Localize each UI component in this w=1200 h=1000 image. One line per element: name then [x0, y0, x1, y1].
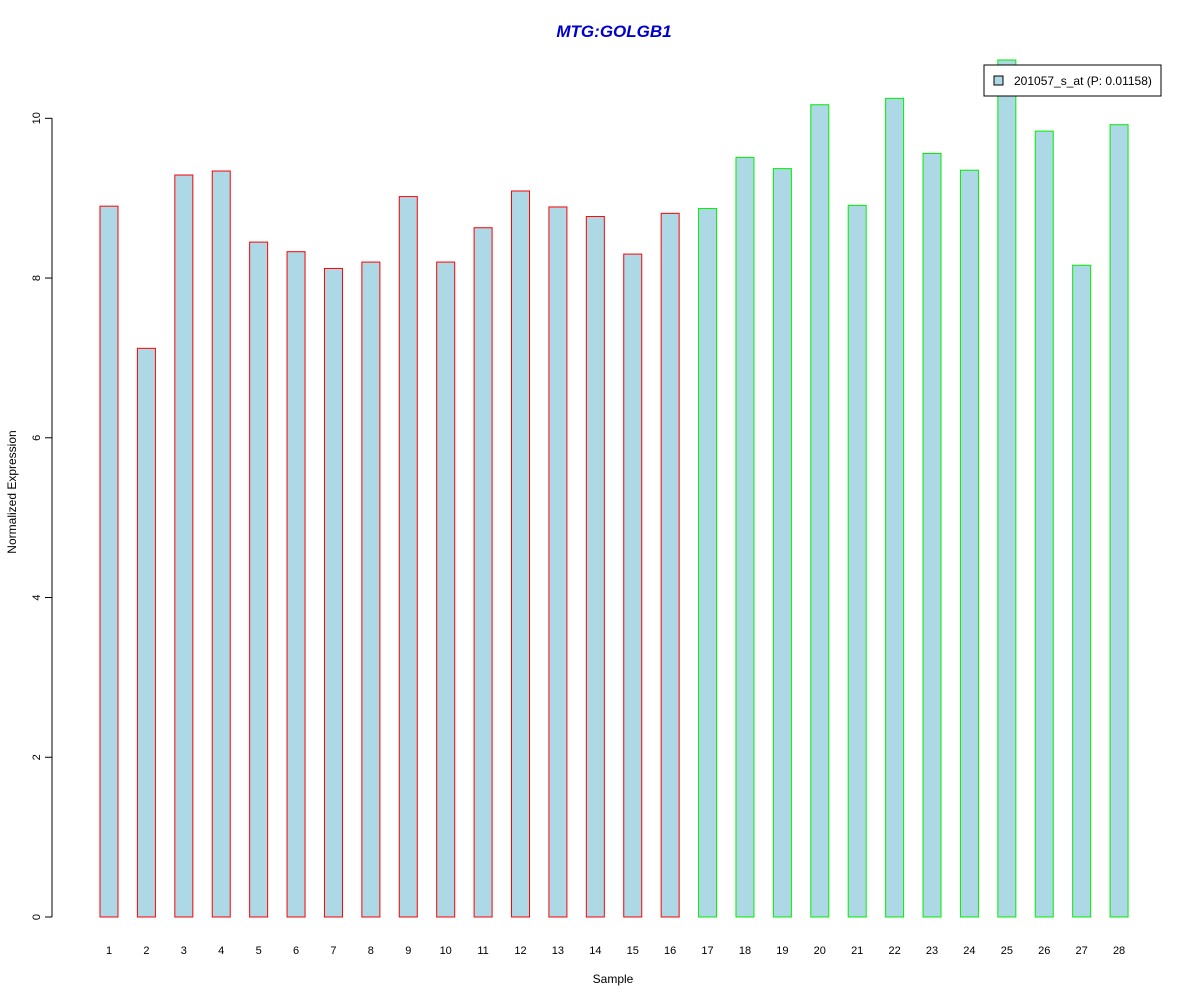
bar: [511, 190, 531, 918]
x-tick-label: 12: [514, 945, 526, 957]
x-axis-label: Sample: [593, 972, 634, 986]
y-tick-label: 4: [31, 594, 43, 600]
legend-label: 201057_s_at (P: 0.01158): [1014, 74, 1152, 88]
x-tick-label: 6: [293, 945, 299, 957]
bars-group: [99, 59, 1129, 918]
bar: [473, 227, 493, 918]
bar: [1072, 264, 1092, 918]
bar: [136, 347, 156, 918]
bar: [548, 206, 568, 918]
x-tick-label: 26: [1038, 945, 1050, 957]
bar: [249, 241, 269, 918]
x-tick-label: 14: [589, 945, 601, 957]
y-axis: 0 2 4 6 8 10: [31, 112, 53, 920]
x-tick-label: 1: [106, 945, 112, 957]
bar: [660, 212, 680, 918]
x-tick-label: 24: [963, 945, 975, 957]
x-tick-label: 28: [1113, 945, 1125, 957]
bar: [847, 204, 867, 918]
y-tick-label: 0: [31, 914, 43, 920]
legend-swatch: [993, 75, 1004, 86]
x-tick-label: 25: [1001, 945, 1013, 957]
bar: [436, 261, 456, 918]
bar: [1034, 130, 1054, 918]
x-tick-label: 22: [888, 945, 900, 957]
x-tick-label: 20: [814, 945, 826, 957]
x-tick-label: 7: [330, 945, 336, 957]
bar: [922, 152, 942, 918]
x-tick-label: 21: [851, 945, 863, 957]
bar: [323, 267, 343, 918]
y-tick-label: 2: [31, 754, 43, 760]
bar: [585, 216, 605, 918]
x-tick-label: 16: [664, 945, 676, 957]
x-tick-label: 23: [926, 945, 938, 957]
x-tick-labels: 1 2 3 4 5 6 7 8 9 10 11 12 13 14 15 16 17 18 19 20 21 22 23 24 2…: [106, 945, 1125, 957]
x-tick-label: 19: [776, 945, 788, 957]
bar: [997, 59, 1017, 918]
y-tick-label: 8: [31, 275, 43, 281]
y-tick-label: 6: [31, 435, 43, 441]
bar: [99, 205, 119, 918]
bar: [623, 253, 643, 918]
x-tick-label: 11: [477, 945, 488, 957]
y-tick-label: 10: [31, 112, 43, 124]
x-tick-label: 13: [552, 945, 564, 957]
x-tick-label: 27: [1076, 945, 1088, 957]
legend-box: [983, 64, 1162, 97]
legend: 201057_s_at (P: 0.01158): [983, 64, 1162, 97]
bar: [174, 174, 194, 918]
bar: [698, 208, 718, 918]
bar: [211, 170, 231, 918]
bar: [885, 97, 905, 918]
bar: [1109, 124, 1129, 918]
x-tick-label: 4: [218, 945, 224, 957]
y-axis-label: Normalized Expression: [5, 430, 19, 553]
bar: [361, 261, 381, 918]
bar: [772, 168, 792, 918]
bar: [286, 251, 306, 918]
bar: [810, 104, 830, 918]
x-tick-label: 9: [405, 945, 411, 957]
x-tick-label: 18: [739, 945, 751, 957]
x-tick-label: 5: [256, 945, 262, 957]
x-tick-label: 17: [701, 945, 713, 957]
bar: [398, 196, 418, 918]
x-tick-label: 15: [627, 945, 639, 957]
chart-title: MTG:GOLGB1: [556, 22, 671, 41]
bar: [735, 156, 755, 918]
x-tick-label: 8: [368, 945, 374, 957]
bar: [959, 169, 979, 918]
x-tick-label: 3: [181, 945, 187, 957]
x-tick-label: 10: [440, 945, 452, 957]
x-tick-label: 2: [143, 945, 149, 957]
